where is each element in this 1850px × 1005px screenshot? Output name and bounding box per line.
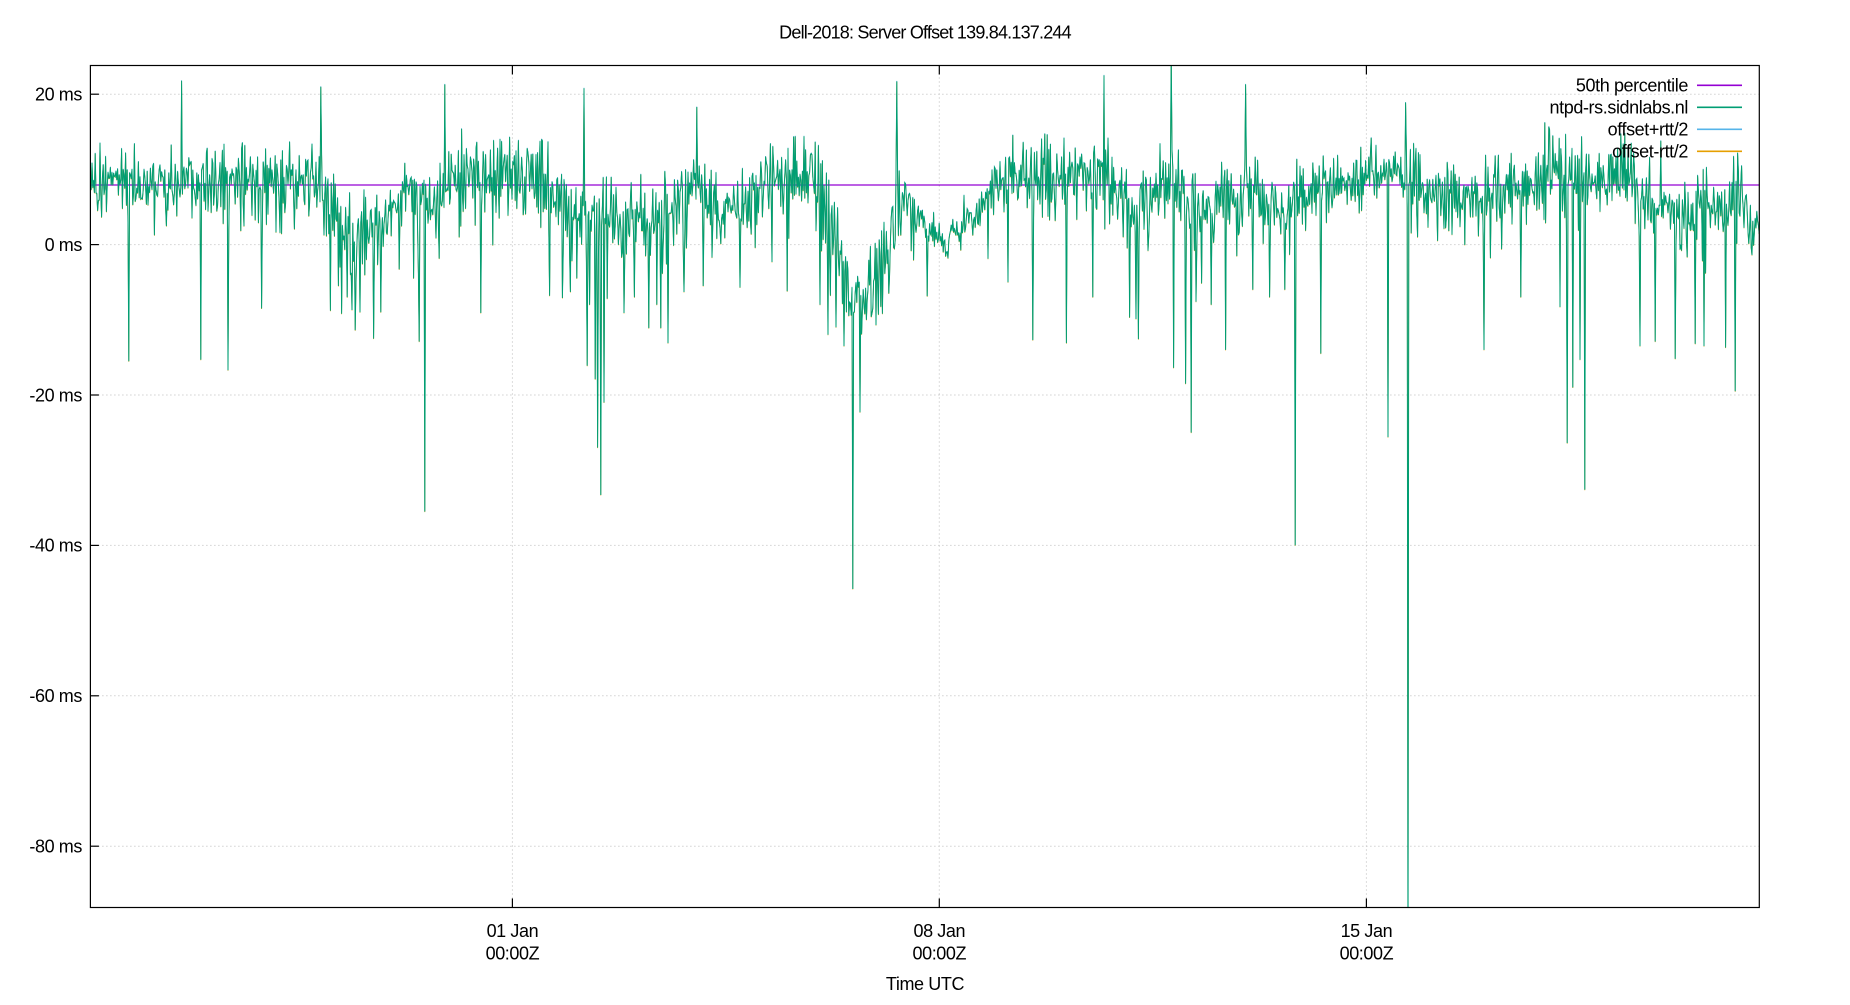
svg-text:-60 ms: -60 ms [29,686,82,706]
svg-text:0 ms: 0 ms [45,235,83,255]
svg-text:01 Jan: 01 Jan [487,921,539,941]
svg-text:20 ms: 20 ms [35,85,82,105]
svg-text:50th percentile: 50th percentile [1576,76,1688,96]
svg-text:08 Jan: 08 Jan [913,921,965,941]
svg-text:00:00Z: 00:00Z [1340,943,1394,963]
svg-text:offset-rtt/2: offset-rtt/2 [1612,142,1688,162]
svg-text:00:00Z: 00:00Z [912,943,966,963]
svg-text:offset+rtt/2: offset+rtt/2 [1608,120,1689,140]
svg-text:Dell-2018: Server Offset 139.8: Dell-2018: Server Offset 139.84.137.244 [779,23,1071,43]
svg-text:00:00Z: 00:00Z [486,943,540,963]
svg-text:15 Jan: 15 Jan [1341,921,1393,941]
svg-text:ntpd-rs.sidnlabs.nl: ntpd-rs.sidnlabs.nl [1550,98,1688,118]
svg-text:-80 ms: -80 ms [29,837,82,857]
svg-text:Time UTC: Time UTC [886,974,965,994]
svg-text:-20 ms: -20 ms [29,385,82,405]
svg-text:-40 ms: -40 ms [29,536,82,556]
